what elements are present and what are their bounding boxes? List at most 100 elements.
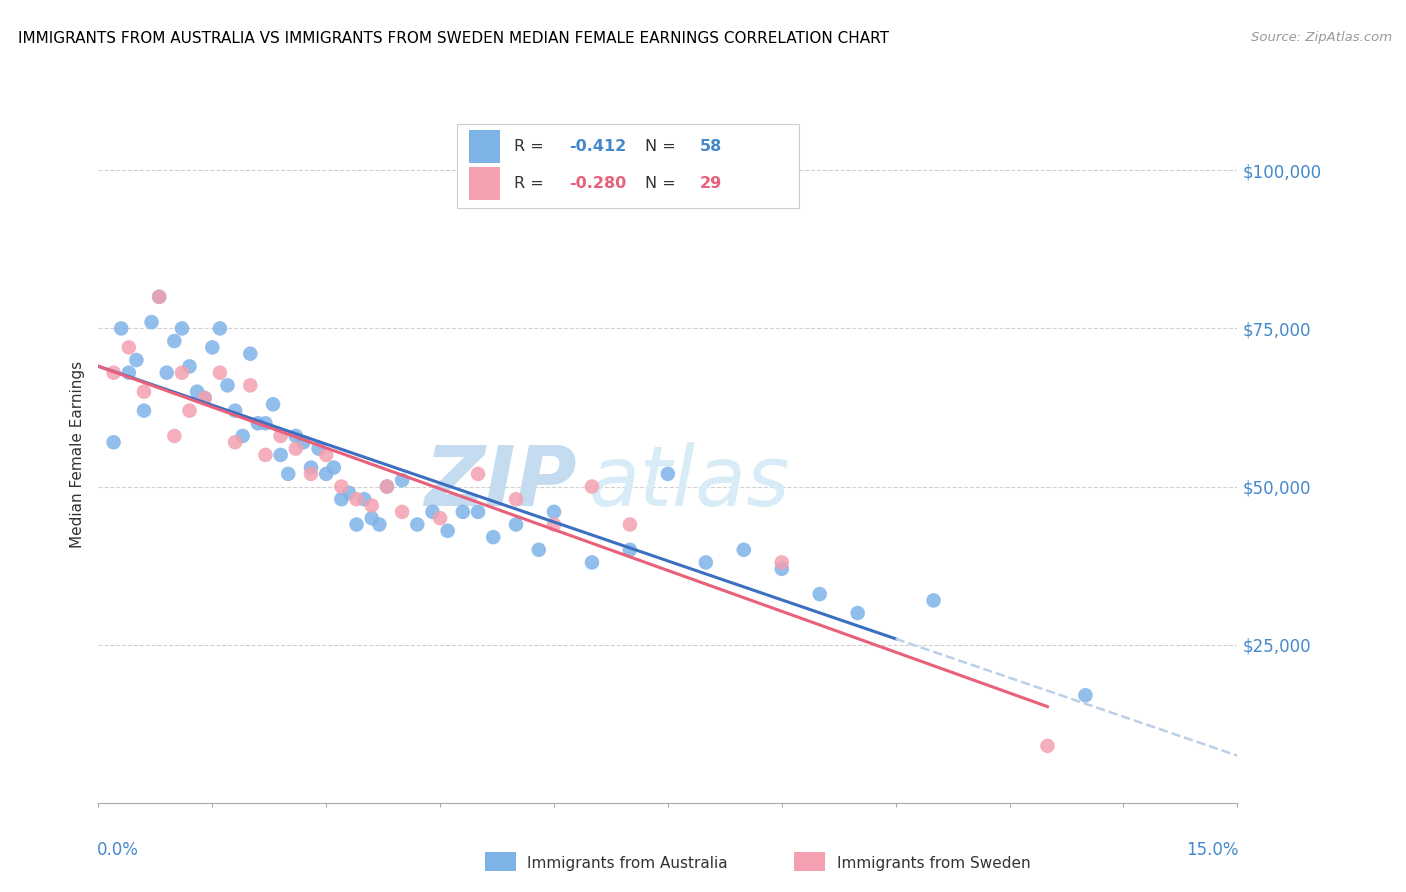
Point [208, 366, 231, 380]
Point [543, 517, 565, 532]
Text: 29: 29 [700, 176, 723, 191]
Point [194, 391, 217, 405]
Point [436, 524, 458, 538]
Point [239, 378, 262, 392]
Point [619, 542, 641, 557]
Point [194, 391, 217, 405]
Text: N =: N = [645, 176, 681, 191]
Point [770, 562, 793, 576]
Point [505, 517, 527, 532]
FancyBboxPatch shape [468, 130, 501, 163]
Point [375, 479, 398, 493]
Point [330, 479, 353, 493]
Text: 0.0%: 0.0% [97, 841, 139, 859]
Point [1074, 688, 1097, 702]
Point [330, 492, 353, 507]
Point [467, 505, 489, 519]
Point [148, 290, 170, 304]
Point [254, 448, 277, 462]
Point [170, 321, 193, 335]
Point [422, 505, 444, 519]
Text: ZIP: ZIP [425, 442, 576, 524]
Point [132, 403, 155, 417]
Point [315, 467, 337, 481]
Point [246, 417, 269, 431]
Point [467, 467, 489, 481]
Point [322, 460, 344, 475]
Point [299, 460, 322, 475]
Point [346, 517, 368, 532]
Point [208, 321, 231, 335]
Point [406, 517, 429, 532]
Point [118, 340, 141, 354]
Text: atlas: atlas [588, 442, 790, 524]
Point [846, 606, 869, 620]
Point [337, 486, 360, 500]
Point [179, 359, 201, 374]
Point [368, 517, 391, 532]
Point [254, 417, 277, 431]
Point [156, 366, 179, 380]
Point [808, 587, 831, 601]
Point [270, 429, 292, 443]
Point [695, 556, 717, 570]
Point [346, 492, 368, 507]
Point [299, 467, 322, 481]
Text: R =: R = [515, 176, 548, 191]
Text: 58: 58 [700, 139, 723, 154]
Point [262, 397, 284, 411]
Point [375, 479, 398, 493]
Point [360, 499, 382, 513]
Point [505, 492, 527, 507]
Point [224, 403, 246, 417]
Point [284, 442, 307, 456]
Y-axis label: Median Female Earnings: Median Female Earnings [70, 361, 86, 549]
Text: N =: N = [645, 139, 681, 154]
Point [103, 366, 125, 380]
Point [315, 448, 337, 462]
Text: Immigrants from Sweden: Immigrants from Sweden [837, 856, 1031, 871]
Text: IMMIGRANTS FROM AUSTRALIA VS IMMIGRANTS FROM SWEDEN MEDIAN FEMALE EARNINGS CORRE: IMMIGRANTS FROM AUSTRALIA VS IMMIGRANTS … [18, 31, 889, 46]
Point [733, 542, 755, 557]
Point [277, 467, 299, 481]
Point [657, 467, 679, 481]
Point [360, 511, 382, 525]
Point [141, 315, 163, 329]
Point [770, 556, 793, 570]
Point [619, 517, 641, 532]
Point [217, 378, 239, 392]
Point [451, 505, 474, 519]
Point [163, 429, 186, 443]
Point [581, 556, 603, 570]
Point [292, 435, 315, 450]
FancyBboxPatch shape [457, 124, 799, 208]
Point [284, 429, 307, 443]
Point [581, 479, 603, 493]
Point [922, 593, 945, 607]
Text: 15.0%: 15.0% [1185, 841, 1239, 859]
Point [201, 340, 224, 354]
Text: Immigrants from Australia: Immigrants from Australia [527, 856, 728, 871]
Point [527, 542, 550, 557]
Point [148, 290, 170, 304]
Point [482, 530, 505, 544]
Point [186, 384, 208, 399]
Point [179, 403, 201, 417]
Point [103, 435, 125, 450]
Text: R =: R = [515, 139, 548, 154]
Point [163, 334, 186, 348]
Point [239, 347, 262, 361]
Text: Source: ZipAtlas.com: Source: ZipAtlas.com [1251, 31, 1392, 45]
Text: -0.280: -0.280 [569, 176, 626, 191]
Text: -0.412: -0.412 [569, 139, 626, 154]
Point [353, 492, 375, 507]
Point [543, 505, 565, 519]
Point [170, 366, 193, 380]
Point [224, 435, 246, 450]
Point [308, 442, 330, 456]
Point [118, 366, 141, 380]
FancyBboxPatch shape [468, 167, 501, 201]
Point [429, 511, 451, 525]
Point [391, 505, 413, 519]
Point [1036, 739, 1059, 753]
